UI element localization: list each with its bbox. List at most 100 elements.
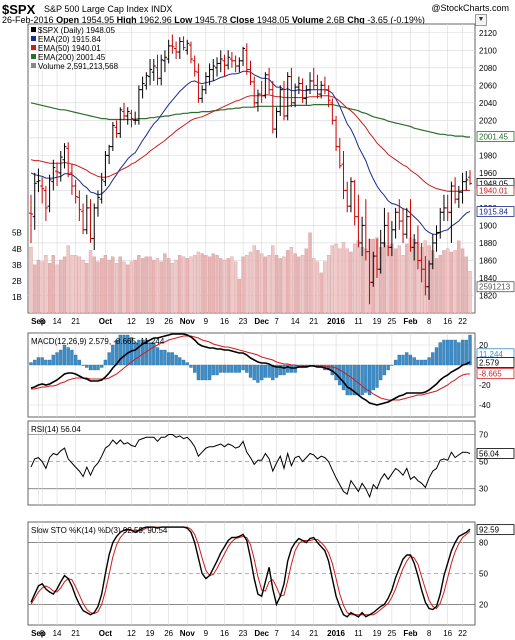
ohlc-bar [185,39,190,55]
x-tick-label: 2016 [327,317,345,326]
ohlc-bar [95,190,100,217]
ohlc-bar [334,115,339,151]
volume-bar [300,255,305,314]
macd-histogram-bar [178,357,182,366]
macd-histogram-bar [226,364,230,373]
volume-bar [103,255,108,314]
ohlc-bar [170,34,175,54]
x-tick-label: 16 [220,629,229,638]
x-tick-label: 22 [458,629,467,638]
x-tick-label: 16 [443,317,452,326]
ohlc-bar [47,174,52,213]
ohlc-bar [468,170,472,186]
ohlc-bar [322,76,327,95]
volume-label: Volume [291,15,324,25]
volume-tick-label: 5B [12,229,22,238]
volume-bar [73,255,78,314]
price-tick-label: 1880 [479,239,497,248]
macd-histogram-bar [189,364,193,368]
volume-bar [405,243,409,314]
macd-histogram-bar [397,354,401,366]
volume-bar [137,255,141,314]
price-value-label: 2591213 [479,283,511,292]
volume-bar [159,261,163,314]
volume-bar [460,248,465,314]
volume-bar [334,243,338,314]
ohlc-bar [40,177,45,204]
x-tick-label: 11 [354,629,363,638]
macd-histogram-bar [338,364,342,386]
volume-bar [222,259,227,314]
sto-value-label: 92.59 [479,526,500,535]
x-tick-label: 22 [458,317,467,326]
volume-bar [211,253,215,314]
macd-histogram-bar [401,354,405,366]
ohlc-bar [441,194,446,222]
macd-histogram-bar [107,352,111,366]
macd-histogram-bar [66,347,70,366]
volume-value: 2.6B [326,15,345,25]
price-value-label: 1948.05 [479,179,508,188]
sto-tick-label: 80 [479,539,488,548]
macd-histogram-bar [55,352,59,366]
ohlc-bar [174,41,179,60]
ohlc-bar [218,50,223,73]
volume-bar [207,256,212,314]
sto-k-line [30,526,471,618]
volume-bar [315,261,320,314]
volume-bar [133,259,137,314]
macd-histogram-bar [204,364,208,381]
volume-bar [241,256,245,314]
triangle-down-icon[interactable]: ▼ [475,14,487,26]
ohlc-bar [122,102,127,121]
ohlc-bar [360,216,365,257]
low-value: 1945.78 [194,15,228,25]
ohlc-bar [255,89,260,112]
ohlc-bar [222,54,227,77]
volume-bar [33,264,37,314]
x-tick-label: 14 [291,317,300,326]
macd-histogram-bar [85,364,89,368]
volume-bar [434,258,439,314]
ohlc-bar [43,186,48,222]
ohlc-bar [155,54,160,86]
x-tick-label: Dec [254,629,269,638]
macd-histogram-bar [446,339,450,366]
volume-bar [196,251,201,314]
price-tick-label: 1980 [479,151,497,160]
sto-value-label-box [476,524,515,536]
ohlc-bar [107,144,112,165]
macd-tick-label: 20 [479,341,488,350]
volume-bar [107,259,111,314]
price-tick-label: 2100 [479,46,497,55]
ohlc-bar [166,39,171,64]
macd-histogram-bar [256,364,260,383]
volume-bar [163,253,167,314]
ohlc-bar [348,177,353,213]
volume-bar [442,250,446,314]
volume-bar [185,258,189,314]
macd-histogram-bar [62,344,67,366]
volume-bar [278,258,282,314]
macd-value-label-box [476,368,515,380]
ohlc-bar [274,107,279,138]
ohlc-bar [148,59,153,86]
ohlc-bar [99,172,104,204]
volume-bar [100,258,104,314]
volume-bar [114,263,119,314]
ohlc-bar [285,72,290,121]
x-tick-label: Dec [254,317,269,326]
ohlc-bar [136,85,141,125]
macd-histogram-bar [286,364,290,373]
ohlc-bar [281,80,286,121]
macd-histogram-bar [419,359,424,366]
volume-bar [88,250,93,314]
ohlc-bar [241,46,246,67]
ohlc-bar [397,199,402,230]
macd-histogram-bar [155,347,160,366]
ohlc-bar [140,76,145,99]
volume-bar [181,256,186,314]
x-tick-label: 9 [204,317,209,326]
volume-bar [330,245,334,314]
chg-label: Chg [347,15,365,25]
